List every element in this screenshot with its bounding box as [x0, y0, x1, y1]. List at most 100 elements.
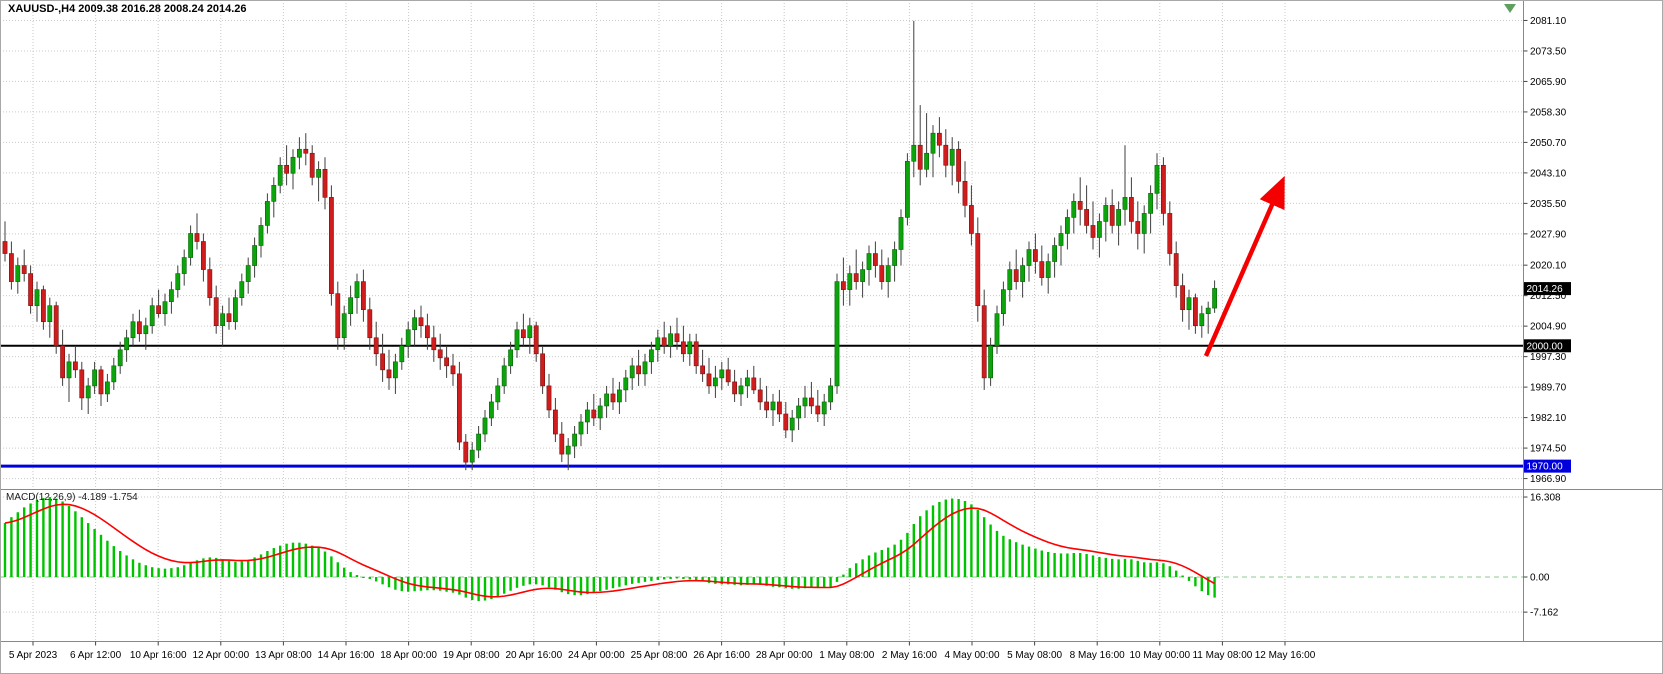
macd-histogram-bar	[1047, 551, 1050, 577]
candle-body	[962, 181, 968, 206]
macd-histogram-bar	[29, 503, 32, 577]
macd-histogram-bar	[963, 500, 967, 577]
candle-body	[949, 148, 955, 166]
macd-histogram-bar	[989, 524, 992, 577]
macd-histogram-bar	[1015, 542, 1018, 577]
macd-histogram-bar	[1079, 552, 1082, 577]
macd-histogram-bar	[35, 500, 39, 577]
macd-histogram-bar	[381, 577, 384, 585]
candle-body	[1045, 261, 1051, 278]
macd-histogram-bar	[791, 577, 794, 589]
time-axis-label: 12 Apr 00:00	[192, 650, 249, 661]
time-axis-label: 10 Apr 16:00	[130, 650, 187, 661]
candle-body	[1180, 285, 1185, 310]
candle-body	[469, 449, 475, 463]
candle-body	[1026, 249, 1032, 266]
macd-histogram-bar	[714, 577, 717, 584]
candle-body	[591, 409, 597, 419]
candle-body	[744, 377, 750, 387]
candle-body	[1020, 265, 1025, 282]
macd-histogram-bar	[272, 548, 275, 577]
macd-histogram-bar	[867, 555, 871, 577]
candle-body	[40, 289, 46, 323]
candle-body	[386, 369, 392, 379]
candle-body	[668, 333, 673, 347]
candle-body	[994, 313, 1000, 347]
macd-histogram-bar	[227, 560, 231, 577]
candle-body	[9, 253, 14, 282]
macd-histogram-bar	[829, 577, 832, 588]
candle-body	[1065, 217, 1070, 234]
macd-histogram-bar	[253, 557, 256, 577]
candle-body	[1071, 201, 1077, 218]
macd-histogram-bar	[1130, 559, 1133, 577]
macd-histogram-bar	[663, 577, 666, 580]
macd-histogram-bar	[74, 511, 77, 577]
macd-histogram-bar	[330, 556, 333, 577]
macd-histogram-bar	[407, 577, 410, 592]
candle-body	[15, 265, 21, 282]
macd-histogram-bar	[490, 577, 493, 600]
price-axis-label: 1989.70	[1530, 383, 1567, 394]
candle-body	[885, 265, 891, 282]
candle-body	[354, 281, 360, 298]
macd-histogram-bar	[688, 577, 691, 580]
candle-body	[1007, 269, 1013, 290]
candle-body	[514, 329, 520, 351]
macd-histogram-bar	[215, 557, 218, 577]
macd-histogram-bar	[842, 574, 845, 577]
macd-histogram-bar	[234, 561, 237, 577]
macd-histogram-bar	[419, 577, 423, 591]
macd-histogram-bar	[893, 544, 896, 577]
candle-body	[604, 393, 609, 407]
current-price-badge	[1524, 282, 1571, 296]
candle-body	[207, 269, 213, 298]
macd-histogram-bar	[720, 577, 723, 585]
macd-histogram-bar	[10, 517, 13, 577]
time-axis-label: 19 Apr 08:00	[443, 650, 500, 661]
candle-body	[552, 409, 558, 435]
macd-axis-label: 0.00	[1530, 573, 1550, 584]
candle-body	[28, 273, 33, 306]
candle-body	[706, 373, 712, 387]
macd-histogram-bar	[503, 577, 506, 594]
time-axis-label: 8 May 16:00	[1070, 650, 1125, 661]
macd-histogram-bar	[61, 501, 64, 577]
candle-body	[520, 329, 526, 339]
macd-histogram-bar	[189, 562, 192, 577]
candle-body	[1090, 225, 1096, 238]
macd-axis-label: -7.162	[1530, 608, 1559, 619]
candle-body	[527, 325, 533, 339]
macd-histogram-bar	[3, 523, 7, 577]
macd-histogram-bar	[733, 577, 736, 585]
macd-histogram-bar	[803, 577, 807, 589]
candle-body	[373, 337, 379, 355]
trend-arrow[interactable]	[1203, 175, 1285, 357]
macd-histogram-bar	[567, 577, 570, 595]
macd-histogram-bar	[560, 577, 563, 593]
candle-body	[220, 313, 225, 327]
macd-histogram-bar	[336, 562, 339, 577]
candle-body	[821, 401, 827, 415]
macd-histogram-bar	[752, 577, 755, 585]
candle-body	[360, 281, 366, 310]
candle-body	[1000, 289, 1006, 314]
macd-histogram-bar	[887, 547, 890, 577]
candle-body	[597, 405, 603, 419]
macd-histogram-bar	[125, 555, 128, 577]
macd-histogram-bar	[426, 577, 429, 591]
candle-body	[181, 257, 187, 274]
time-axis-label: 1 May 08:00	[819, 650, 874, 661]
macd-histogram-bar	[317, 548, 320, 577]
candle-body	[872, 253, 878, 266]
candle-body	[847, 273, 853, 290]
macd-histogram-bar	[592, 577, 595, 593]
candle-body	[629, 365, 635, 379]
candle-body	[264, 201, 270, 226]
macd-histogram-bar	[810, 577, 813, 588]
candle-body	[392, 361, 398, 379]
candle-body	[578, 421, 584, 435]
macd-histogram-bar	[93, 528, 96, 577]
macd-histogram-bar	[599, 577, 602, 592]
